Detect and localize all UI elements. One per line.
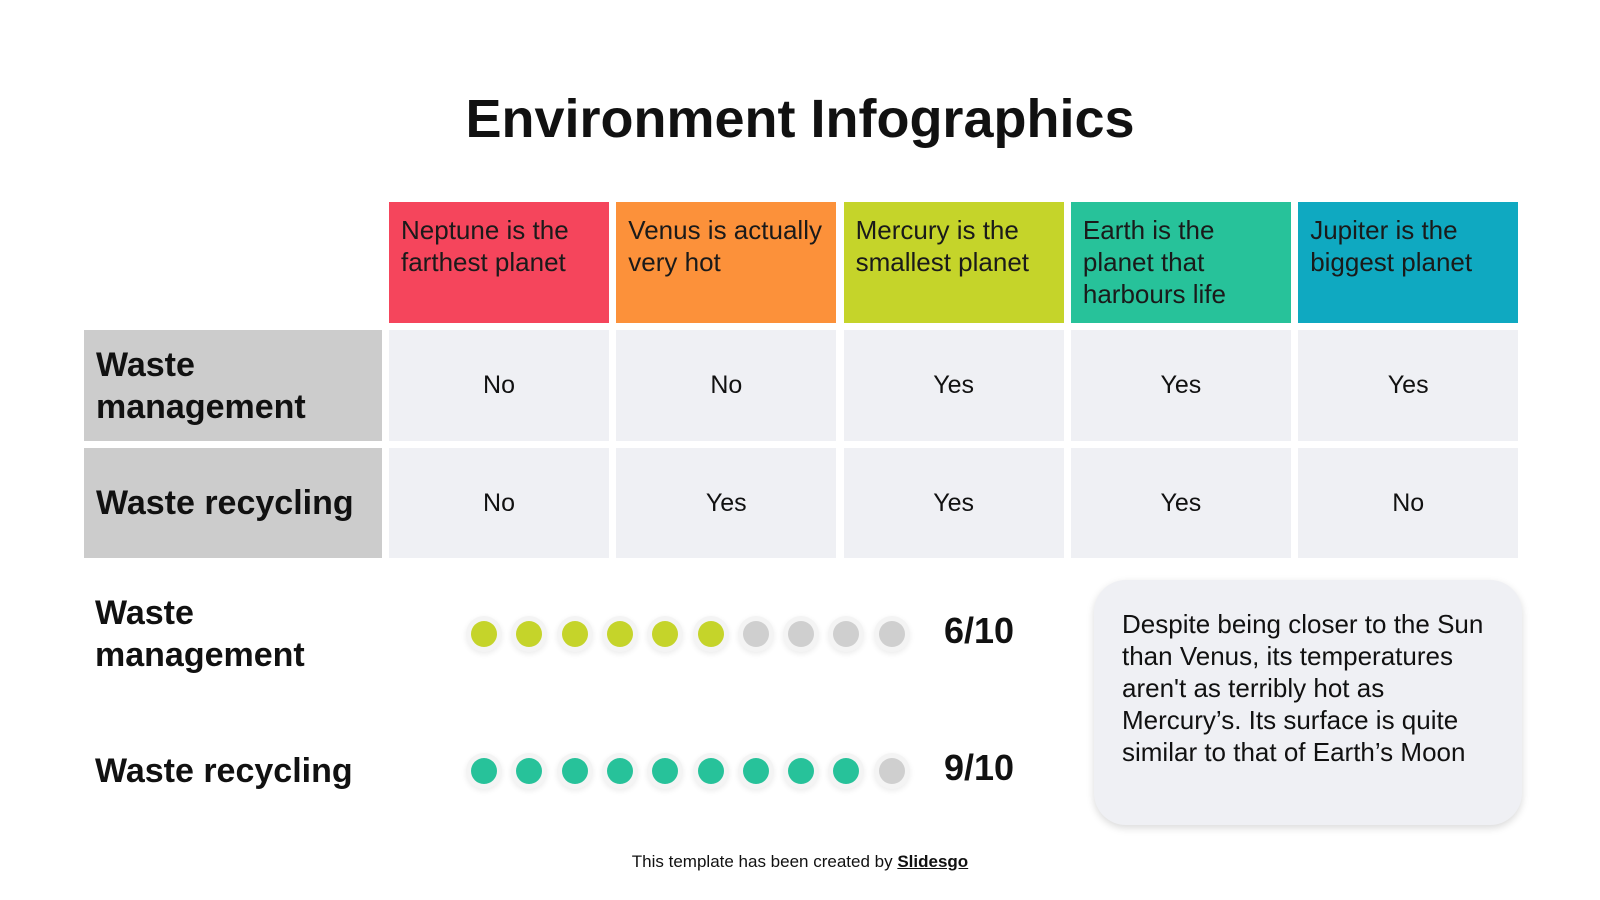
rating-dot: [516, 758, 543, 784]
table-cell: Yes: [1070, 330, 1291, 441]
footer-text: This template has been created by: [631, 852, 893, 871]
column-header: Mercury is the smallest planet: [843, 202, 1064, 323]
note: Despite being closer to the Sun than Ven…: [1094, 580, 1522, 825]
table-cell: Yes: [843, 330, 1064, 441]
footer: This template has been created by Slides…: [0, 852, 1600, 872]
table-cell: Yes: [1298, 330, 1519, 441]
rating-dot: [788, 758, 815, 784]
table-cell: Yes: [616, 448, 837, 558]
rating-dot: [788, 621, 815, 647]
rating-dot: [697, 621, 724, 647]
rating-dot: [471, 758, 497, 784]
rating-dot: [878, 758, 905, 784]
row-label: Waste management: [84, 330, 382, 441]
rating-dot: [471, 621, 497, 647]
rating-dot: [697, 758, 724, 784]
column-header: Neptune is the farthest planet: [389, 202, 609, 323]
rating-dot: [878, 621, 905, 647]
rating-dot: [561, 758, 588, 784]
table-cell: No: [1298, 448, 1519, 558]
rating-dot: [606, 621, 633, 647]
rating-label: Waste management: [95, 594, 305, 674]
row-label: Waste recycling: [84, 448, 382, 558]
column-header: Jupiter is the biggest planet: [1298, 202, 1519, 323]
rating-dot: [742, 758, 769, 784]
footer-link[interactable]: Slidesgo: [897, 852, 969, 871]
rating-dot: [516, 621, 543, 647]
rating-dot: [606, 758, 633, 784]
table-cell: Yes: [1070, 448, 1291, 558]
column-header: Venus is actually very hot: [616, 202, 837, 323]
rating-score: 9/10: [944, 747, 1015, 788]
table-cell: No: [616, 330, 837, 441]
rating-label: Waste recycling: [95, 752, 353, 790]
title: Environment Infographics: [465, 89, 1135, 149]
column-header: Earth is the planet that harbours life: [1070, 202, 1291, 323]
rating-dot: [742, 621, 769, 647]
rating-dot: [561, 621, 588, 647]
rating-dot: [833, 758, 860, 784]
table-cell: Yes: [843, 448, 1064, 558]
table-cell: No: [389, 448, 609, 558]
rating-score: 6/10: [944, 610, 1015, 651]
rating-dot: [652, 758, 679, 784]
rating-dot: [833, 621, 860, 647]
table-cell: No: [389, 330, 609, 441]
rating-dot: [652, 621, 679, 647]
